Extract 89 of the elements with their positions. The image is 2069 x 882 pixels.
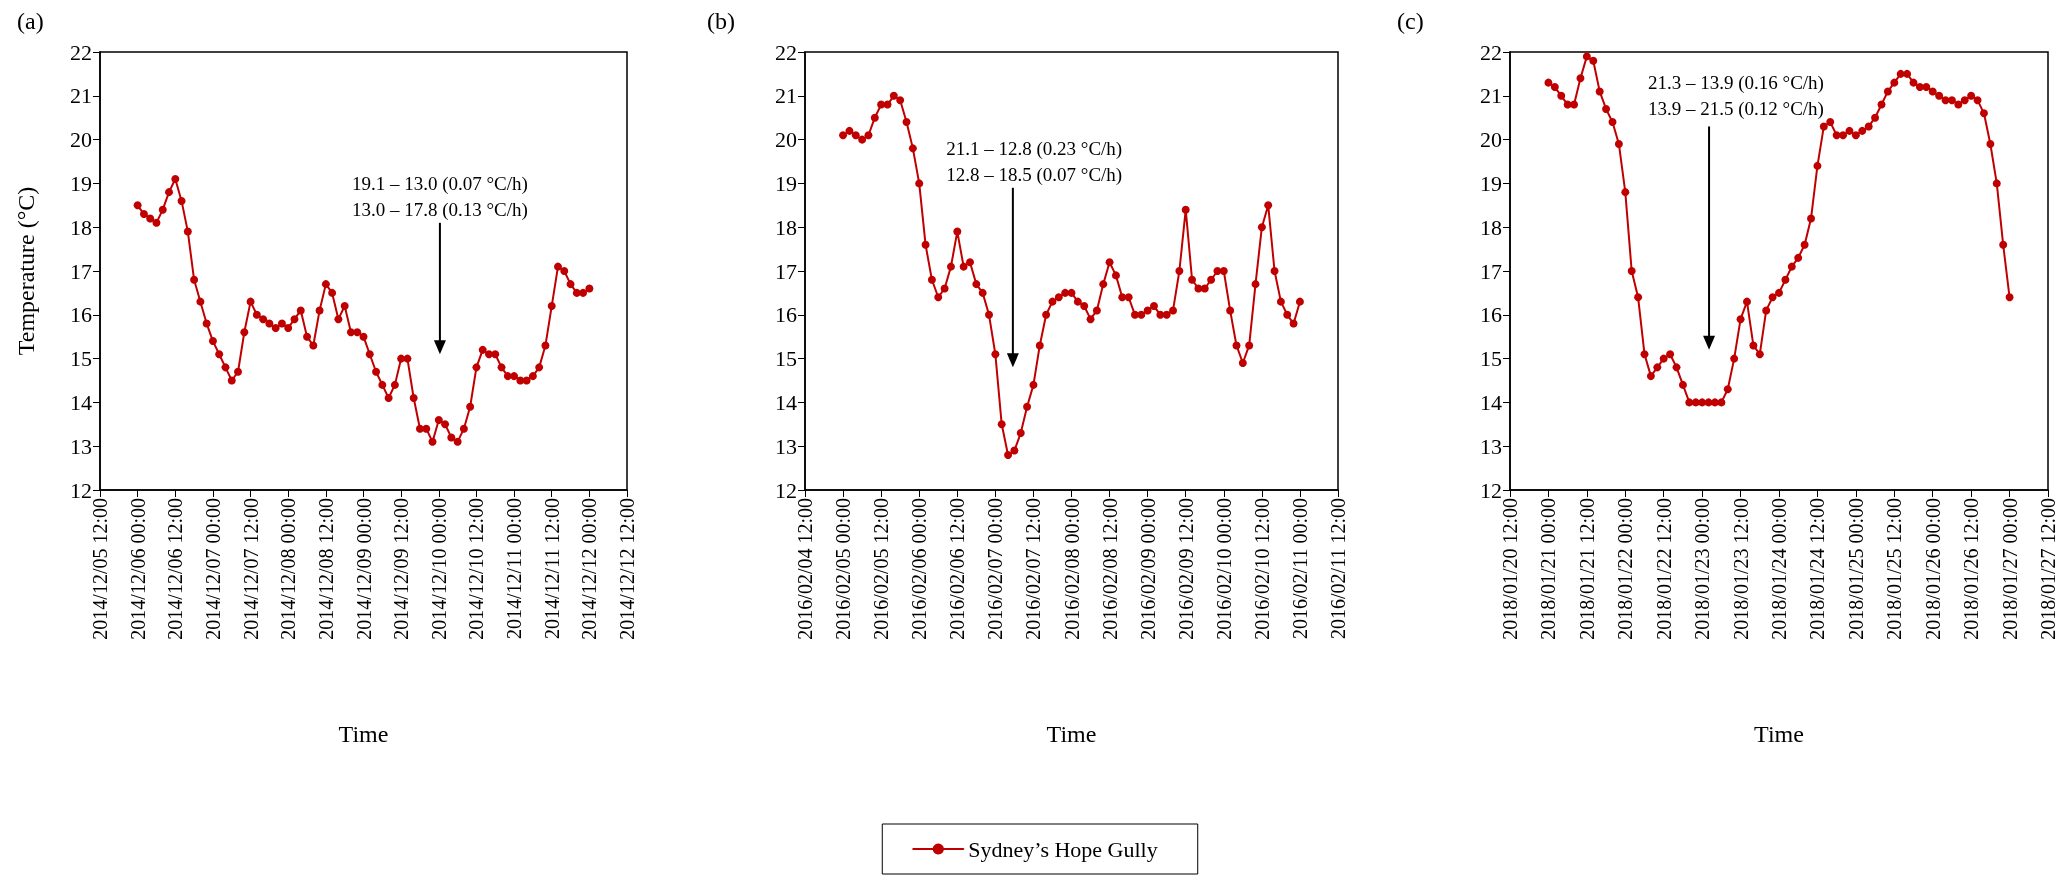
- y-tick-label: 17: [775, 258, 797, 284]
- annotation: 21.1 – 12.8 (0.23 °C/h) 12.8 – 18.5 (0.07 °C/h): [946, 137, 1123, 186]
- y-tick-label: 13: [70, 433, 92, 459]
- y-tick-label: 20: [70, 127, 92, 153]
- x-tick-label: 2016/02/09 12:00: [1174, 498, 1197, 640]
- x-tick-label: 2016/02/04 12:00: [794, 498, 816, 640]
- y-tick-label: 22: [70, 39, 92, 65]
- annotation: 21.3 – 13.9 (0.16 °C/h) 13.9 – 21.5 (0.12 °C/h): [1647, 72, 1824, 121]
- x-tick-label: 2016/02/06 00:00: [908, 498, 931, 640]
- y-tick-label: 15: [775, 346, 797, 372]
- y-tick-label: 13: [775, 433, 797, 459]
- y-tick-label: 19: [1480, 170, 1502, 196]
- x-tick-label: 2018/01/22 12:00: [1652, 498, 1675, 640]
- y-tick-label: 14: [1480, 389, 1502, 415]
- y-tick-label: 22: [775, 39, 797, 65]
- x-tick-label: 2016/02/11 00:00: [1288, 498, 1311, 639]
- x-tick-label: 2018/01/22 00:00: [1614, 498, 1637, 640]
- y-tick-label: 18: [1480, 214, 1502, 240]
- y-tick-label: 20: [1480, 127, 1502, 153]
- x-tick-label: 2016/02/09 00:00: [1136, 498, 1159, 640]
- y-tick-label: 16: [775, 302, 797, 328]
- x-tick-label: 2014/12/11 12:00: [540, 498, 563, 639]
- x-tick-label: 2018/01/24 00:00: [1768, 498, 1790, 640]
- x-tick-label: 2014/12/09 12:00: [390, 498, 413, 640]
- x-tick-label: 2018/01/21 00:00: [1537, 498, 1560, 640]
- y-tick-label: 12: [775, 477, 797, 503]
- x-tick-label: 2016/02/08 00:00: [1060, 498, 1083, 640]
- y-tick-label: 18: [70, 214, 92, 240]
- x-tick-label: 2018/01/26 00:00: [1921, 498, 1944, 640]
- x-tick-label: 2014/12/07 00:00: [201, 498, 224, 640]
- y-tick-label: 14: [70, 389, 92, 415]
- y-tick-label: 20: [775, 127, 797, 153]
- x-tick-label: 2016/02/07 00:00: [984, 498, 1007, 640]
- x-tick-label: 2018/01/20 12:00: [1499, 498, 1521, 640]
- y-tick-label: 15: [1480, 346, 1502, 372]
- y-tick-label: 19: [775, 170, 797, 196]
- chart-title: (c): [1397, 8, 1424, 34]
- x-tick-label: 2018/01/25 12:00: [1883, 498, 1906, 640]
- y-tick-label: 13: [1480, 433, 1502, 459]
- x-tick-label: 2016/02/10 12:00: [1250, 498, 1273, 640]
- x-tick-label: 2016/02/06 12:00: [946, 498, 969, 640]
- y-axis-title: Temperature (°C): [13, 186, 39, 356]
- x-axis-title: Time: [1754, 721, 1804, 747]
- x-tick-label: 2014/12/08 00:00: [277, 498, 300, 640]
- y-tick-label: 21: [70, 83, 92, 109]
- x-tick-label: 2018/01/23 12:00: [1729, 498, 1752, 640]
- x-axis-title: Time: [338, 721, 389, 747]
- x-tick-label: 2014/12/09 00:00: [352, 498, 375, 640]
- x-tick-label: 2018/01/27 00:00: [1998, 498, 2021, 640]
- x-tick-label: 2016/02/08 12:00: [1098, 498, 1121, 640]
- x-tick-label: 2014/12/12 12:00: [616, 498, 638, 640]
- x-tick-label: 2018/01/24 12:00: [1806, 498, 1829, 640]
- y-tick-label: 16: [70, 302, 92, 328]
- x-tick-label: 2016/02/11 12:00: [1327, 498, 1349, 639]
- x-tick-label: 2014/12/05 12:00: [89, 498, 111, 640]
- x-tick-label: 2014/12/12 00:00: [578, 498, 601, 640]
- y-tick-label: 12: [1480, 477, 1502, 503]
- y-tick-label: 19: [70, 170, 92, 196]
- annotation: 19.1 – 13.0 (0.07 °C/h) 13.0 – 17.8 (0.13 °C/h): [351, 172, 528, 221]
- x-tick-label: 2014/12/10 00:00: [427, 498, 450, 640]
- y-tick-label: 16: [1480, 302, 1502, 328]
- x-tick-label: 2014/12/07 12:00: [239, 498, 262, 640]
- y-tick-label: 17: [70, 258, 92, 284]
- x-tick-label: 2014/12/08 12:00: [314, 498, 337, 640]
- y-tick-label: 15: [70, 346, 92, 372]
- x-tick-label: 2018/01/26 12:00: [1960, 498, 1983, 640]
- x-tick-label: 2014/12/06 00:00: [126, 498, 149, 640]
- legend-label: Sydney’s Hope Gully: [968, 836, 1158, 862]
- y-tick-label: 17: [1480, 258, 1502, 284]
- x-tick-label: 2018/01/21 12:00: [1575, 498, 1598, 640]
- x-tick-label: 2014/12/06 12:00: [164, 498, 187, 640]
- y-tick-label: 22: [1480, 39, 1502, 65]
- x-tick-label: 2016/02/10 00:00: [1212, 498, 1235, 640]
- chart-title: (a): [17, 8, 44, 34]
- y-tick-label: 14: [775, 389, 797, 415]
- y-tick-label: 12: [70, 477, 92, 503]
- chart-title: (b): [707, 8, 735, 34]
- y-tick-label: 21: [1480, 83, 1502, 109]
- x-tick-label: 2018/01/25 00:00: [1844, 498, 1867, 640]
- x-tick-label: 2016/02/07 12:00: [1022, 498, 1045, 640]
- x-tick-label: 2016/02/05 12:00: [870, 498, 893, 640]
- x-tick-label: 2018/01/23 00:00: [1691, 498, 1714, 640]
- x-tick-label: 2016/02/05 00:00: [832, 498, 855, 640]
- x-tick-label: 2014/12/10 12:00: [465, 498, 488, 640]
- x-axis-title: Time: [1046, 721, 1097, 747]
- x-tick-label: 2018/01/27 12:00: [2037, 498, 2059, 640]
- x-tick-label: 2014/12/11 00:00: [503, 498, 526, 639]
- y-tick-label: 18: [775, 214, 797, 240]
- y-tick-label: 21: [775, 83, 797, 109]
